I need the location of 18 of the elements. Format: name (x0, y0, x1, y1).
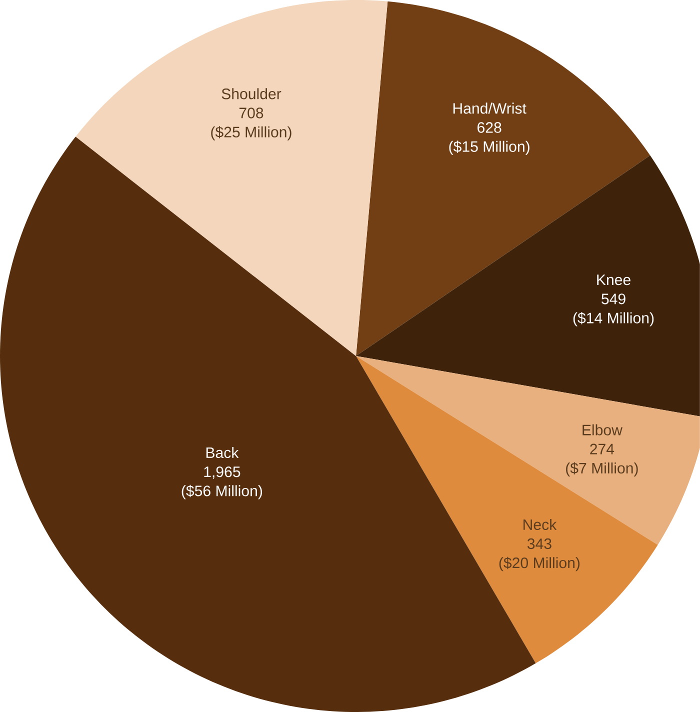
slice-label: Knee (597, 274, 630, 286)
slice-label: Elbow (582, 424, 623, 436)
data-label: 549 (602, 294, 626, 304)
data-label: 274 (590, 444, 614, 454)
text: ($7 Million) (566, 462, 638, 476)
text: ($14 Million) (573, 312, 654, 326)
slice-label: Neck (524, 518, 557, 530)
data-label: 628 (478, 122, 502, 133)
data-label: 1,965 (204, 466, 240, 479)
data-label: 343 (528, 538, 552, 550)
slice-label: Back (206, 446, 239, 458)
slice-label: Hand/Wrist (453, 102, 526, 114)
data-label: 708 (239, 108, 264, 118)
text: ($20 Million) (499, 556, 580, 572)
text: ($15 Million) (449, 140, 530, 155)
text: ($25 Million) (211, 126, 292, 140)
text: ($56 Million) (182, 484, 262, 500)
slice-label: Shoulder (222, 88, 282, 100)
